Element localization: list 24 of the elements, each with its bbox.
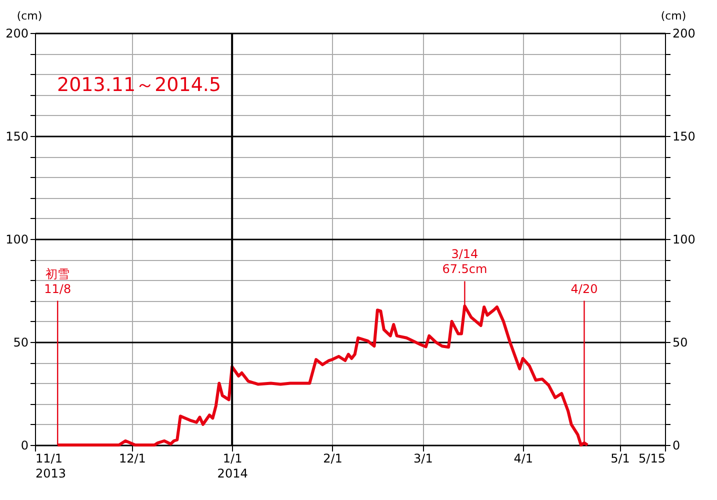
- y-tick-label: 50: [13, 336, 28, 350]
- y2-axis-title: (cm): [660, 10, 686, 22]
- y-tick-label: 100: [6, 232, 28, 246]
- x-tick-label: 2/1: [323, 452, 342, 466]
- annotation: 初雪 11/8: [44, 266, 72, 296]
- y2-tick-label: 100: [672, 232, 696, 246]
- x-tick-label: 5/1: [610, 452, 630, 466]
- x-tick-label: 3/1: [414, 452, 433, 466]
- annotation: 3/14 67.5cm: [442, 247, 488, 276]
- y-tick-label: 150: [6, 130, 28, 144]
- y-axis-title: (cm): [16, 10, 42, 22]
- x-tick-label: 4/1: [514, 452, 533, 466]
- y-tick-label: 0: [20, 438, 28, 452]
- x-tick-label: 12/1: [118, 452, 146, 466]
- y2-tick-label: 150: [672, 130, 696, 144]
- y2-tick-label: 0: [672, 438, 680, 452]
- x-tick-label: 5/15: [638, 452, 666, 466]
- y2-tick-label: 200: [672, 26, 696, 40]
- y2-tick-label: 50: [672, 336, 688, 350]
- text: 2013.11～2014.5: [57, 74, 222, 96]
- y-tick-label: 200: [6, 26, 28, 40]
- annotation: 4/20: [570, 282, 598, 296]
- x-tick-label: 1/1 2014: [217, 452, 248, 480]
- x-tick-label: 11/1 2013: [36, 452, 66, 480]
